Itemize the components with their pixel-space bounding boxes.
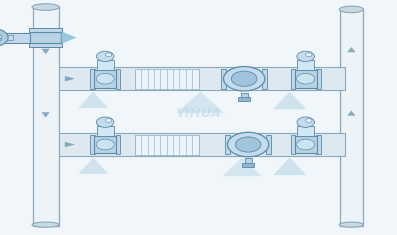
Bar (2, 35, 13, 40)
Bar (90, 69, 95, 89)
Bar (295, 70, 317, 88)
Circle shape (231, 71, 257, 86)
Bar (295, 136, 317, 153)
Circle shape (297, 139, 315, 150)
Bar (238, 97, 250, 101)
Circle shape (96, 51, 114, 62)
Bar (297, 126, 314, 136)
Ellipse shape (339, 222, 363, 227)
Circle shape (224, 67, 265, 91)
Polygon shape (42, 49, 50, 54)
Circle shape (96, 117, 114, 127)
Polygon shape (177, 92, 224, 113)
Bar (59, 133, 345, 156)
Bar (225, 135, 230, 154)
Bar (262, 69, 268, 89)
Text: YIHUA: YIHUA (175, 107, 222, 121)
Bar (340, 9, 363, 226)
Bar (116, 69, 120, 89)
Circle shape (297, 117, 314, 127)
Circle shape (306, 119, 312, 122)
Bar (116, 135, 120, 154)
Bar (242, 163, 254, 167)
Bar (241, 93, 248, 98)
Polygon shape (347, 110, 355, 116)
Ellipse shape (32, 4, 59, 10)
Bar (33, 7, 59, 226)
Bar (297, 60, 314, 70)
Circle shape (0, 32, 2, 43)
Bar (291, 69, 295, 89)
Bar (30, 32, 61, 43)
Bar (97, 126, 114, 136)
Ellipse shape (32, 222, 59, 227)
Bar (94, 136, 116, 153)
Polygon shape (61, 31, 76, 44)
Bar (94, 70, 116, 88)
Polygon shape (347, 47, 355, 52)
Polygon shape (65, 142, 75, 147)
Circle shape (96, 139, 114, 150)
Bar (135, 69, 198, 89)
Circle shape (297, 51, 314, 62)
Polygon shape (78, 157, 108, 174)
Circle shape (235, 137, 261, 152)
Circle shape (105, 53, 112, 57)
Bar (29, 43, 62, 47)
Circle shape (96, 73, 114, 84)
Bar (316, 135, 321, 154)
Bar (266, 135, 272, 154)
Polygon shape (78, 92, 108, 108)
Circle shape (227, 132, 269, 157)
Circle shape (105, 119, 112, 122)
Bar (0, 33, 30, 43)
Circle shape (297, 73, 315, 84)
Bar (90, 135, 95, 154)
Polygon shape (273, 157, 306, 175)
Bar (291, 135, 295, 154)
Ellipse shape (339, 6, 363, 13)
Polygon shape (273, 92, 306, 109)
Bar (135, 134, 198, 155)
Bar (221, 69, 226, 89)
Bar (97, 60, 114, 70)
Circle shape (306, 53, 312, 57)
Bar (29, 28, 62, 32)
Circle shape (0, 29, 8, 47)
Polygon shape (42, 112, 50, 118)
Polygon shape (222, 157, 262, 176)
Bar (59, 67, 345, 90)
Polygon shape (65, 76, 75, 81)
Bar (316, 69, 321, 89)
Bar (245, 158, 252, 164)
